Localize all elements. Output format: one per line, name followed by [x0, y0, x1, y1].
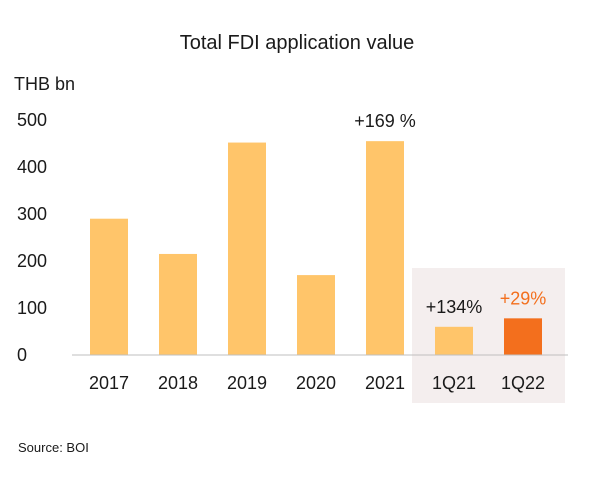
y-axis-ticks: 0 100 200 300 400 500	[17, 110, 47, 365]
bars	[90, 141, 542, 355]
bar-2017	[90, 218, 128, 355]
bar-1q22	[504, 318, 542, 355]
annotation-1q22: +29%	[500, 288, 547, 308]
bar-1q21	[435, 326, 473, 355]
y-tick-label: 300	[17, 204, 47, 224]
annotation-2021: +169 %	[354, 111, 416, 131]
category-label: 2018	[158, 373, 198, 393]
category-label: 2021	[365, 373, 405, 393]
y-tick-label: 0	[17, 345, 27, 365]
bar-2021	[366, 141, 404, 355]
y-tick-label: 100	[17, 298, 47, 318]
category-label: 2017	[89, 373, 129, 393]
annotation-1q21: +134%	[426, 297, 483, 317]
category-labels: 2017 2018 2019 2020 2021 1Q21 1Q22	[89, 373, 545, 393]
y-tick-label: 400	[17, 157, 47, 177]
chart-title: Total FDI application value	[180, 32, 415, 54]
category-label: 2020	[296, 373, 336, 393]
category-label: 2019	[227, 373, 267, 393]
growth-annotations: +169 % +134% +29%	[354, 111, 546, 317]
category-label: 1Q21	[432, 373, 476, 393]
y-tick-label: 500	[17, 110, 47, 130]
category-label: 1Q22	[501, 373, 545, 393]
bar-2020	[297, 275, 335, 355]
bar-2018	[159, 253, 197, 355]
y-axis-unit-label: THB bn	[14, 74, 75, 94]
bar-2019	[228, 142, 266, 355]
source-note: Source: BOI	[18, 440, 89, 455]
y-tick-label: 200	[17, 251, 47, 271]
